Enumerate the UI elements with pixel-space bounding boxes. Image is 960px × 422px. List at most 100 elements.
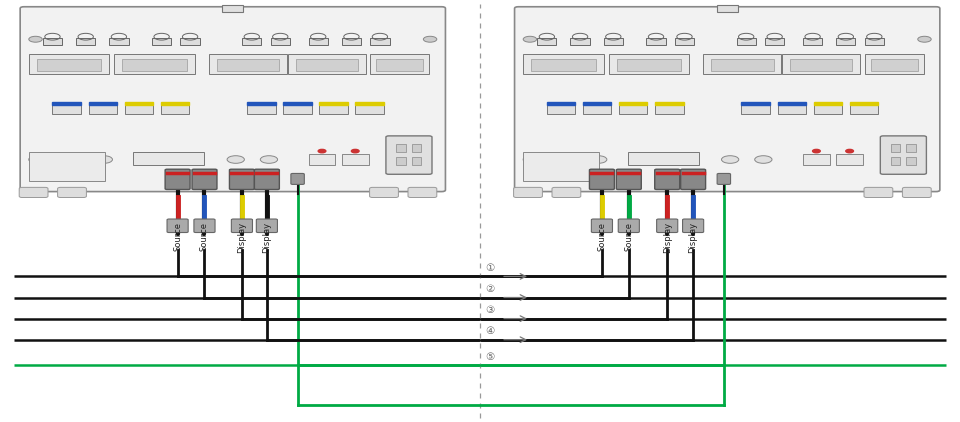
Text: Source: Source bbox=[173, 222, 182, 251]
Bar bbox=[778, 105, 806, 114]
Bar bbox=[217, 59, 279, 71]
Circle shape bbox=[29, 156, 46, 163]
Bar bbox=[271, 38, 290, 45]
Bar bbox=[412, 157, 421, 165]
Bar bbox=[906, 144, 916, 152]
Bar bbox=[628, 152, 699, 165]
Bar bbox=[247, 105, 276, 114]
Circle shape bbox=[351, 149, 359, 153]
Circle shape bbox=[755, 156, 772, 163]
FancyBboxPatch shape bbox=[408, 187, 437, 197]
Bar bbox=[309, 154, 335, 165]
FancyBboxPatch shape bbox=[591, 219, 612, 233]
Bar bbox=[865, 54, 924, 74]
Text: ⑤: ⑤ bbox=[485, 352, 494, 362]
Bar bbox=[778, 102, 806, 105]
Bar bbox=[523, 152, 599, 181]
FancyBboxPatch shape bbox=[194, 219, 215, 233]
Bar bbox=[616, 59, 682, 71]
Text: Source: Source bbox=[597, 222, 607, 251]
Bar bbox=[114, 54, 195, 74]
Circle shape bbox=[918, 36, 931, 42]
Circle shape bbox=[260, 156, 277, 163]
Bar bbox=[43, 38, 62, 45]
Text: Display: Display bbox=[262, 222, 272, 253]
FancyBboxPatch shape bbox=[231, 219, 252, 233]
Bar bbox=[342, 154, 369, 165]
Bar bbox=[376, 59, 423, 71]
Bar bbox=[371, 54, 429, 74]
Bar bbox=[547, 102, 575, 105]
Bar bbox=[736, 38, 756, 45]
Bar bbox=[538, 38, 557, 45]
FancyBboxPatch shape bbox=[58, 187, 86, 197]
Text: Display: Display bbox=[688, 222, 698, 253]
Bar bbox=[871, 59, 918, 71]
Bar bbox=[804, 154, 829, 165]
Bar bbox=[76, 38, 95, 45]
Bar bbox=[583, 102, 612, 105]
FancyBboxPatch shape bbox=[618, 219, 639, 233]
FancyBboxPatch shape bbox=[20, 7, 445, 192]
Text: Source: Source bbox=[624, 222, 634, 251]
Bar bbox=[125, 102, 153, 105]
Bar bbox=[704, 54, 781, 74]
Bar bbox=[88, 105, 117, 114]
FancyBboxPatch shape bbox=[254, 169, 279, 189]
Bar bbox=[711, 59, 774, 71]
Bar bbox=[675, 38, 694, 45]
Circle shape bbox=[318, 149, 325, 153]
FancyBboxPatch shape bbox=[655, 169, 680, 189]
Bar bbox=[342, 38, 361, 45]
Bar bbox=[891, 157, 900, 165]
Bar bbox=[906, 157, 916, 165]
Text: Display: Display bbox=[237, 222, 247, 253]
FancyBboxPatch shape bbox=[165, 169, 190, 189]
Text: ②: ② bbox=[485, 284, 494, 294]
Bar bbox=[790, 59, 852, 71]
Circle shape bbox=[423, 36, 437, 42]
Circle shape bbox=[29, 36, 42, 42]
Bar bbox=[180, 38, 200, 45]
Bar bbox=[53, 102, 81, 105]
Bar bbox=[88, 102, 117, 105]
Bar bbox=[122, 59, 187, 71]
Bar bbox=[850, 102, 878, 105]
Bar bbox=[412, 144, 421, 152]
Circle shape bbox=[722, 156, 739, 163]
Bar bbox=[865, 38, 884, 45]
Bar bbox=[803, 38, 822, 45]
FancyBboxPatch shape bbox=[167, 219, 188, 233]
Bar bbox=[288, 54, 366, 74]
Bar bbox=[53, 105, 81, 114]
Circle shape bbox=[523, 36, 537, 42]
Bar bbox=[283, 102, 312, 105]
Circle shape bbox=[62, 156, 80, 163]
FancyBboxPatch shape bbox=[681, 169, 706, 189]
Bar bbox=[396, 157, 406, 165]
Circle shape bbox=[589, 156, 607, 163]
Bar bbox=[619, 105, 647, 114]
Circle shape bbox=[846, 149, 853, 153]
Bar bbox=[152, 38, 171, 45]
Bar bbox=[741, 102, 770, 105]
Circle shape bbox=[95, 156, 112, 163]
Bar bbox=[570, 38, 589, 45]
Text: ①: ① bbox=[485, 263, 494, 273]
Bar bbox=[609, 54, 689, 74]
FancyBboxPatch shape bbox=[256, 219, 277, 233]
Bar bbox=[716, 5, 738, 12]
Bar bbox=[646, 38, 665, 45]
Circle shape bbox=[557, 156, 574, 163]
Bar bbox=[765, 38, 784, 45]
Bar bbox=[29, 152, 105, 181]
Circle shape bbox=[228, 156, 245, 163]
FancyBboxPatch shape bbox=[386, 136, 432, 174]
FancyBboxPatch shape bbox=[902, 187, 931, 197]
Bar bbox=[109, 38, 129, 45]
Bar bbox=[813, 102, 842, 105]
FancyBboxPatch shape bbox=[683, 219, 704, 233]
Bar bbox=[222, 5, 244, 12]
Bar bbox=[396, 144, 406, 152]
Bar bbox=[836, 154, 863, 165]
